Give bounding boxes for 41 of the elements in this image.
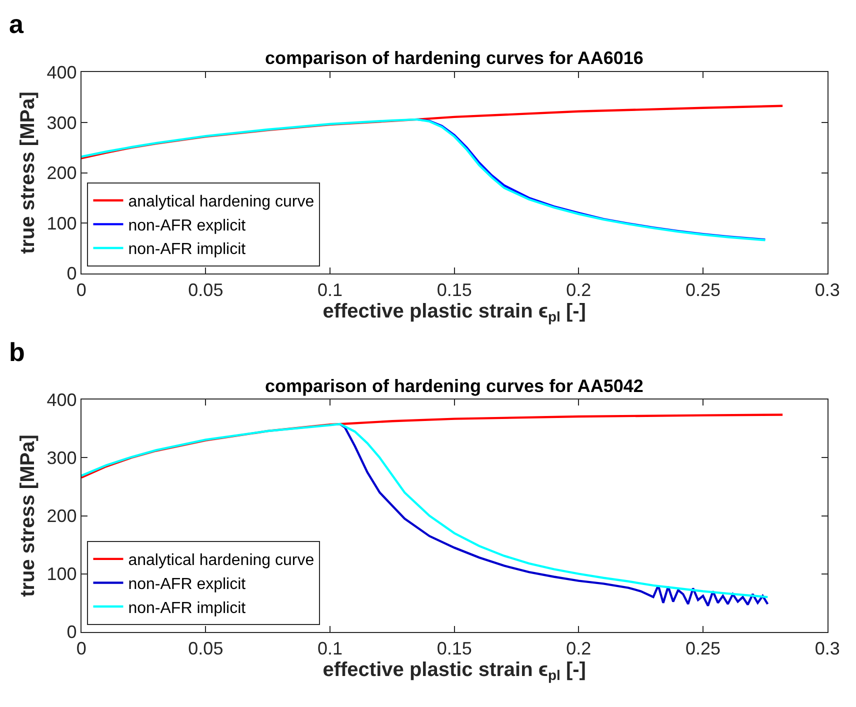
text: b <box>9 337 25 367</box>
x-tick-label: 0.15 <box>436 638 472 658</box>
y-tick-label: 400 <box>46 62 77 82</box>
legend-label: analytical hardening curve <box>128 552 314 570</box>
x-axis-title: effective plastic strain ϵ$_{pl}$ [-] <box>322 300 586 325</box>
legend-label: non-AFR explicit <box>128 576 246 593</box>
y-tick-label: 0 <box>66 264 77 284</box>
x-tick-label: 0.2 <box>566 280 592 300</box>
x-tick-label: 0.05 <box>188 638 224 658</box>
x-tick-label: 0.2 <box>566 638 592 658</box>
line-series <box>81 414 784 479</box>
x-tick-label: 0.25 <box>685 638 721 658</box>
x-tick-label: 0.05 <box>188 280 224 300</box>
y-tick-label: 300 <box>46 112 77 133</box>
chart-title: comparison of hardening curves for AA6016 <box>265 48 644 68</box>
text: a <box>9 9 24 39</box>
line-series <box>338 422 769 607</box>
y-axis-title: true stress [MPa] <box>17 434 40 597</box>
x-tick-label: 0.15 <box>436 280 472 300</box>
y-tick-label: 0 <box>66 622 77 642</box>
legend-label: non-AFR implicit <box>128 600 246 617</box>
y-axis-title: true stress [MPa] <box>17 92 40 254</box>
x-tick-label: 0.1 <box>318 638 343 658</box>
line-series <box>81 422 769 598</box>
x-axis-title: effective plastic strain ϵ$_{pl}$ [-] <box>322 658 586 684</box>
x-tick-label: 0.25 <box>685 280 721 300</box>
line-series <box>81 104 784 160</box>
x-tick-label: 0.3 <box>814 638 840 658</box>
legend-label: non-AFR implicit <box>128 241 246 258</box>
line-series <box>81 118 766 242</box>
y-tick-label: 300 <box>46 448 77 468</box>
x-tick-label: 0.1 <box>318 280 343 300</box>
y-tick-label: 100 <box>46 564 77 584</box>
chart-title: comparison of hardening curves for AA5042 <box>265 376 644 396</box>
y-tick-label: 400 <box>46 390 77 410</box>
y-tick-label: 200 <box>46 163 77 184</box>
y-tick-label: 100 <box>46 213 77 234</box>
legend-label: non-AFR explicit <box>128 217 246 234</box>
y-tick-label: 200 <box>46 506 77 526</box>
x-tick-label: 0.3 <box>814 280 840 300</box>
legend-label: analytical hardening curve <box>128 194 314 211</box>
